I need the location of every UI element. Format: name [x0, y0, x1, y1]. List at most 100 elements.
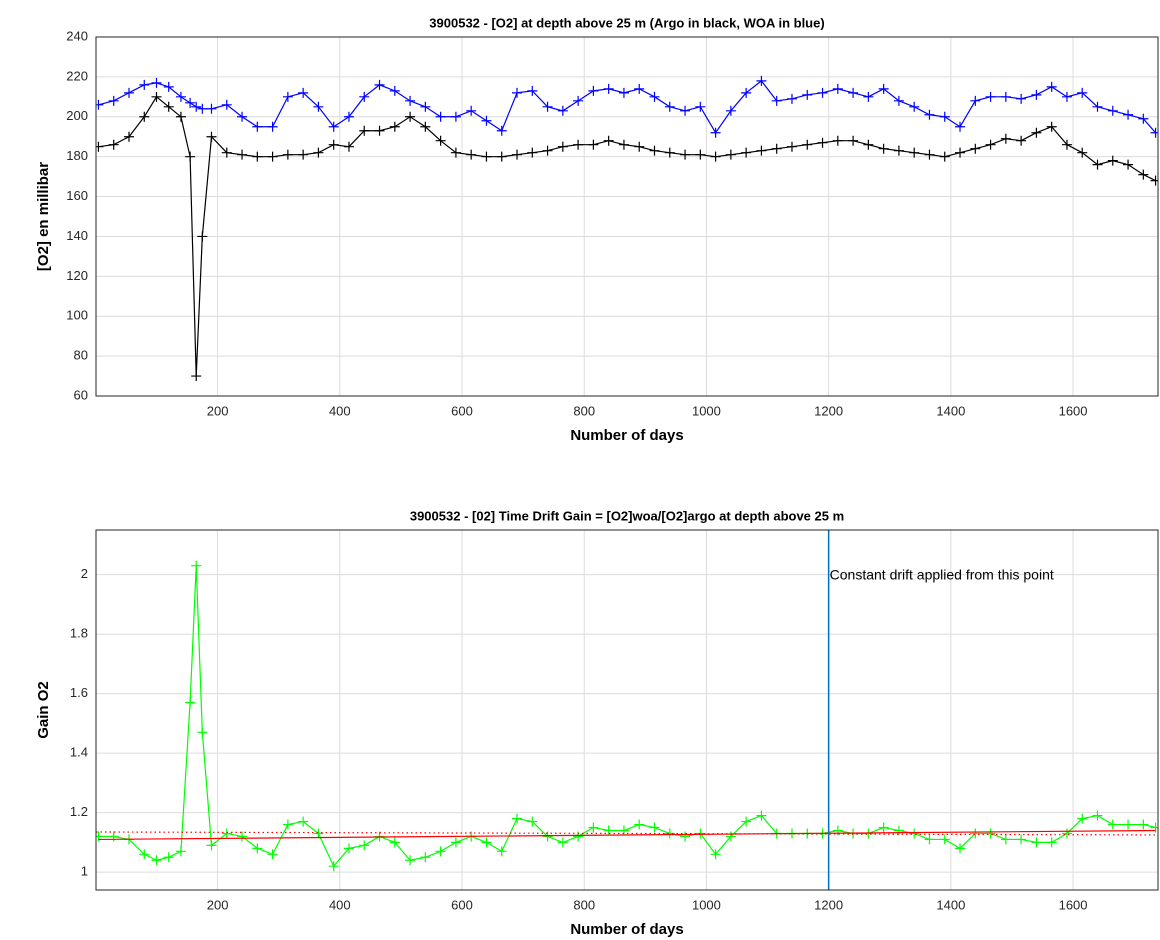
data-marker — [1046, 837, 1057, 848]
data-marker — [1092, 101, 1103, 112]
data-marker — [191, 101, 202, 112]
data-marker — [909, 147, 920, 158]
data-marker — [481, 115, 492, 126]
data-marker — [252, 121, 263, 132]
data-marker — [197, 103, 208, 114]
data-marker — [756, 810, 767, 821]
x-tick-label: 400 — [329, 403, 351, 418]
data-marker — [542, 831, 553, 842]
data-marker — [680, 105, 691, 116]
data-marker — [343, 111, 354, 122]
data-marker — [924, 149, 935, 160]
data-marker — [237, 149, 248, 160]
data-marker — [1016, 93, 1027, 104]
data-marker — [420, 101, 431, 112]
x-tick-label: 1400 — [936, 897, 965, 912]
y-tick-label: 120 — [66, 268, 88, 283]
data-marker — [924, 109, 935, 120]
data-marker — [603, 135, 614, 146]
data-marker — [725, 105, 736, 116]
data-marker — [527, 147, 538, 158]
chart-title: 3900532 - [02] Time Drift Gain = [O2]woa… — [410, 508, 844, 523]
data-marker — [741, 147, 752, 158]
data-marker — [603, 825, 614, 836]
data-marker — [450, 837, 461, 848]
data-marker — [695, 101, 706, 112]
data-marker — [802, 89, 813, 100]
data-marker — [1107, 105, 1118, 116]
data-marker — [878, 822, 889, 833]
data-marker — [343, 141, 354, 152]
data-marker — [649, 822, 660, 833]
data-marker — [313, 147, 324, 158]
data-marker — [649, 145, 660, 156]
data-marker — [817, 87, 828, 98]
data-marker — [435, 111, 446, 122]
data-marker — [573, 95, 584, 106]
data-marker — [802, 139, 813, 150]
data-marker — [328, 121, 339, 132]
y-tick-label: 180 — [66, 148, 88, 163]
y-tick-label: 60 — [74, 387, 88, 402]
data-marker — [664, 147, 675, 158]
data-marker — [893, 825, 904, 836]
data-marker — [359, 91, 370, 102]
y-tick-label: 200 — [66, 108, 88, 123]
plot-content — [96, 75, 1158, 382]
data-marker — [909, 101, 920, 112]
data-marker — [221, 828, 232, 839]
data-marker — [163, 852, 174, 863]
x-tick-label: 800 — [573, 403, 595, 418]
data-marker — [1092, 810, 1103, 821]
data-marker — [725, 149, 736, 160]
data-marker — [185, 697, 196, 708]
data-marker — [939, 151, 950, 162]
x-tick-label: 1200 — [814, 897, 843, 912]
x-tick-label: 600 — [451, 403, 473, 418]
y-tick-label: 240 — [66, 28, 88, 43]
data-marker — [389, 837, 400, 848]
data-marker — [252, 843, 263, 854]
data-marker — [1046, 81, 1057, 92]
data-marker — [664, 101, 675, 112]
data-marker — [221, 147, 232, 158]
y-axis-label: [O2] en millibar — [35, 162, 52, 271]
data-marker — [435, 846, 446, 857]
axes-frame — [95, 36, 1159, 397]
data-marker — [1061, 139, 1072, 150]
data-marker — [771, 143, 782, 154]
data-marker — [634, 141, 645, 152]
data-marker — [237, 831, 248, 842]
data-marker — [1107, 819, 1118, 830]
data-marker — [1000, 91, 1011, 102]
data-marker — [1150, 175, 1158, 186]
data-marker — [557, 105, 568, 116]
data-marker — [282, 91, 293, 102]
data-marker — [282, 149, 293, 160]
data-marker — [848, 135, 859, 146]
data-marker — [389, 121, 400, 132]
y-tick-label: 220 — [66, 68, 88, 83]
data-marker — [573, 139, 584, 150]
data-marker — [267, 151, 278, 162]
data-marker — [389, 85, 400, 96]
y-tick-label: 1.8 — [70, 626, 88, 641]
data-marker — [1046, 121, 1057, 132]
data-marker — [328, 139, 339, 150]
plot-content — [96, 530, 1158, 890]
data-marker — [206, 103, 217, 114]
x-axis-label: Number of days — [570, 921, 683, 938]
data-marker — [1000, 133, 1011, 144]
data-marker — [466, 105, 477, 116]
data-marker — [832, 135, 843, 146]
series-line — [98, 829, 1156, 841]
data-marker — [298, 149, 309, 160]
data-marker — [151, 855, 162, 866]
data-marker — [405, 111, 416, 122]
data-marker — [588, 822, 599, 833]
data-marker — [1077, 87, 1088, 98]
x-tick-label: 1200 — [814, 403, 843, 418]
data-marker — [313, 101, 324, 112]
data-marker — [1138, 169, 1149, 180]
